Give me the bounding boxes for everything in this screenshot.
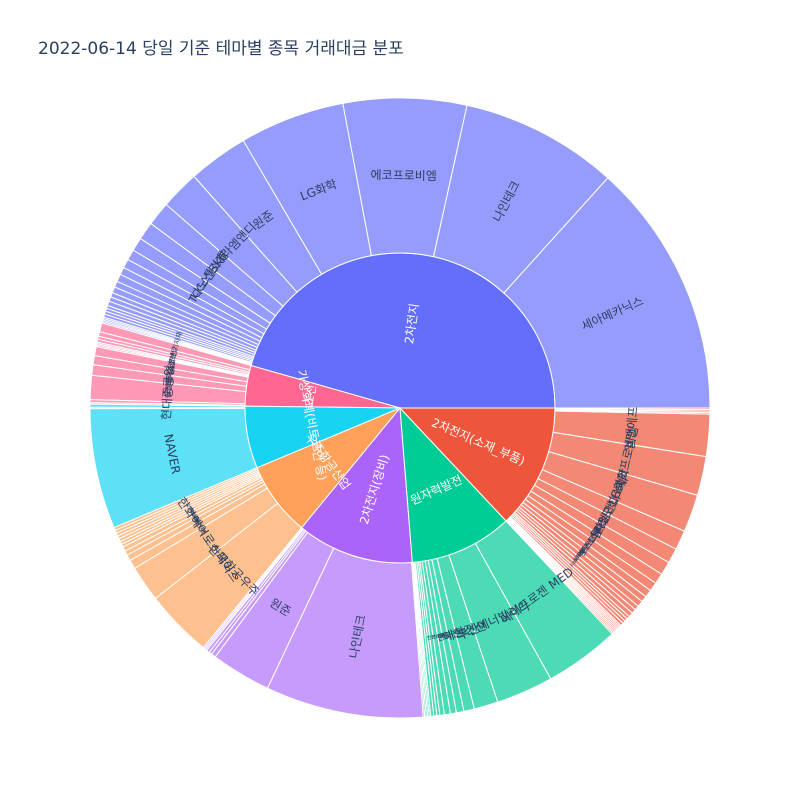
stock-segment-6-item-29[interactable]: [554, 407, 711, 411]
stock-segment-0-세아메카닉스-0[interactable]: [503, 177, 711, 409]
chart-title: 2022-06-14 당일 기준 테마별 종목 거래대금 분포: [38, 39, 404, 59]
